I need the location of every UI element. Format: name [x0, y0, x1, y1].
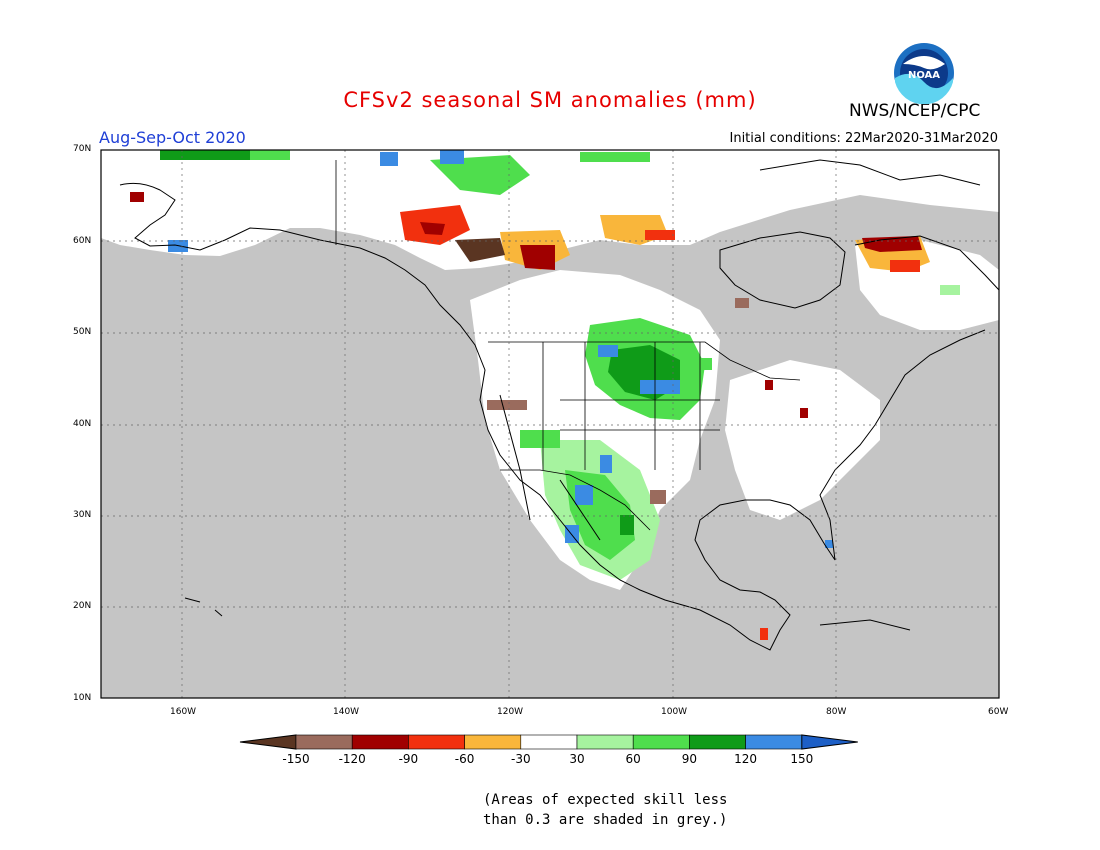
hudson-bay-coast	[719, 231, 846, 309]
colorbar-box	[464, 734, 522, 750]
colorbar-tick-label: -90	[398, 752, 419, 766]
colorbar-tick-label: -150	[282, 752, 310, 766]
colorbar-right-arrow	[801, 734, 858, 750]
agency-label: NWS/NCEP/CPC	[849, 101, 981, 121]
anomaly-cell	[130, 192, 144, 202]
skill-caption-line2: than 0.3 are shaded in grey.)	[483, 812, 728, 828]
lon-label: 160W	[170, 707, 197, 717]
blue-southwest-cell	[565, 525, 579, 543]
colorbar-box	[576, 734, 634, 750]
anomaly-cell	[800, 408, 808, 418]
colorbar-box	[520, 734, 578, 750]
colorbar-tick-label: 150	[790, 752, 814, 766]
blue-arctic-cell	[380, 152, 398, 166]
noaa-logo-text: NOAA	[908, 70, 940, 81]
blue-plains-cell	[640, 380, 680, 394]
arctic-islands-coast	[759, 159, 981, 186]
caribbean-coast	[819, 619, 911, 631]
us-canada-border	[488, 341, 801, 381]
brown-nw-canada	[455, 238, 505, 262]
colorbar-box	[632, 734, 690, 750]
map-gridlines	[101, 150, 999, 698]
lon-label: 80W	[826, 707, 847, 717]
state-lines	[542, 342, 720, 470]
colorbar-box	[745, 734, 803, 750]
lat-label: 30N	[73, 510, 92, 520]
season-label: Aug-Sep-Oct 2020	[99, 128, 246, 147]
grey-hudson-bay	[720, 232, 845, 308]
skill-caption-line1: (Areas of expected skill less	[483, 792, 728, 808]
lat-label: 60N	[73, 236, 92, 246]
anomaly-cell	[825, 540, 833, 548]
white-region-east	[725, 360, 880, 520]
lightgreen-quebec-cell	[940, 285, 960, 295]
anomaly-cell	[735, 298, 749, 308]
colorbar-tick-label: -60	[454, 752, 475, 766]
lon-label: 140W	[333, 707, 360, 717]
lat-label: 70N	[73, 144, 92, 154]
colorbar-tick-label: -120	[338, 752, 366, 766]
colorbar-tick-label: -30	[510, 752, 531, 766]
darkred-quebec	[862, 236, 922, 252]
darkred-nw-canada	[520, 245, 555, 270]
coastline-path	[119, 182, 986, 651]
colorbar	[239, 734, 858, 750]
colorbar-box	[295, 734, 353, 750]
us-mexico-border	[500, 469, 651, 531]
colorbar-tick-label: 60	[625, 752, 641, 766]
lat-label: 20N	[73, 601, 92, 611]
blue-southwest-cell	[600, 455, 612, 473]
map-frame	[100, 149, 1000, 699]
anomaly-cell	[487, 400, 527, 410]
green-arctic	[430, 155, 530, 195]
white-region-north	[101, 150, 999, 270]
anomaly-cell	[765, 380, 773, 390]
blue-arctic-cell	[440, 150, 464, 164]
green-arctic-strip	[250, 150, 290, 160]
noaa-logo: NOAA	[893, 42, 955, 105]
map-title: CFSv2 seasonal SM anomalies (mm)	[343, 88, 757, 112]
darkgreen-southwest-cell	[620, 515, 634, 535]
colorbar-tick-label: 30	[569, 752, 585, 766]
anomaly-cell	[700, 358, 712, 370]
gulf-california-coast	[559, 479, 601, 541]
lat-label: 40N	[73, 419, 92, 429]
green-west-cell	[520, 430, 560, 448]
lat-label: 50N	[73, 327, 92, 337]
colorbar-box	[689, 734, 746, 750]
darkgreen-arctic-strip	[160, 150, 250, 160]
colorbar-tick-label: 90	[681, 752, 698, 766]
initial-conditions-label: Initial conditions: 22Mar2020-31Mar2020	[729, 131, 999, 146]
colorbar-box	[408, 734, 465, 750]
colorbar-tick-label: 120	[734, 752, 758, 766]
red-quebec-cell	[890, 260, 920, 272]
lon-label: 120W	[497, 707, 524, 717]
red-n-canada-cell	[645, 230, 675, 240]
political-boundaries	[335, 160, 801, 531]
blue-southwest-cell	[575, 485, 593, 505]
anomaly-cell	[650, 490, 666, 504]
green-arctic-strip	[580, 152, 650, 162]
lat-label: 10N	[73, 693, 92, 703]
darkred-nw-canada	[420, 222, 445, 235]
hawaii-coast	[184, 597, 223, 617]
colorbar-box	[351, 734, 409, 750]
colorbar-left-arrow	[239, 734, 297, 750]
lon-label: 100W	[661, 707, 688, 717]
anomaly-cell	[760, 628, 768, 640]
blue-plains-cell	[598, 345, 618, 357]
lon-label: 60W	[988, 707, 1009, 717]
